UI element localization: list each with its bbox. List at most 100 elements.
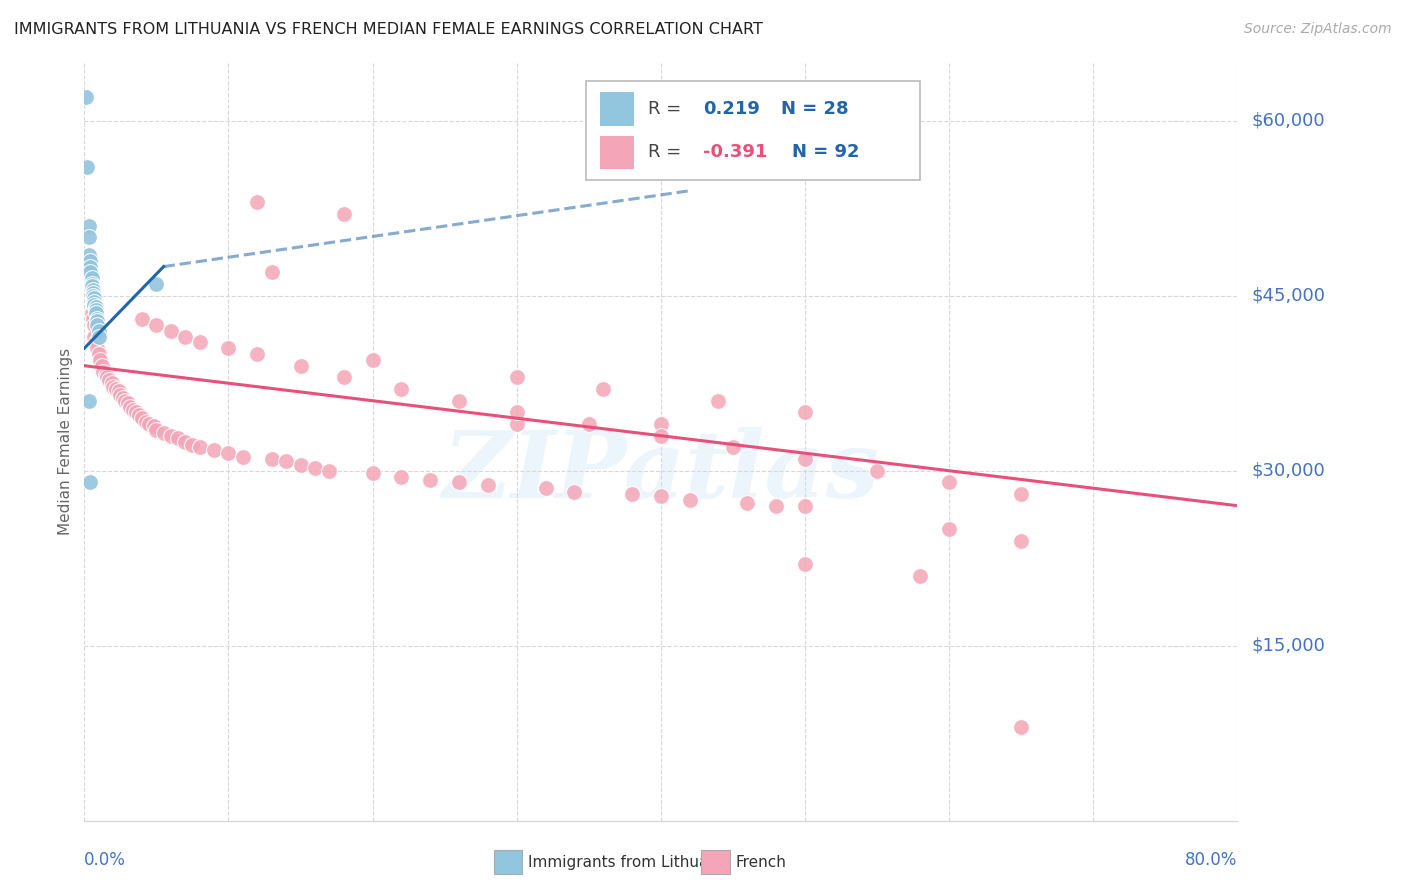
Point <box>650 417 672 431</box>
Point <box>621 487 644 501</box>
Text: 80.0%: 80.0% <box>1185 851 1237 869</box>
Point <box>82 283 104 297</box>
Point <box>477 477 499 491</box>
Point <box>80 279 103 293</box>
Point <box>679 492 702 507</box>
Point <box>650 428 672 442</box>
Point <box>506 405 529 419</box>
Point <box>96 370 118 384</box>
Point <box>794 405 817 419</box>
Point <box>1010 533 1032 548</box>
Point <box>506 370 529 384</box>
Point <box>160 428 183 442</box>
Point <box>79 475 101 490</box>
Text: R =: R = <box>648 100 688 118</box>
Point <box>145 277 167 291</box>
Point <box>174 434 197 449</box>
Point <box>87 347 110 361</box>
Point <box>80 306 103 320</box>
Point <box>592 382 614 396</box>
Point <box>75 90 97 104</box>
Text: Immigrants from Lithuania: Immigrants from Lithuania <box>529 855 733 870</box>
Bar <box>600 92 634 126</box>
Point <box>83 298 105 312</box>
Point <box>188 335 211 350</box>
Point <box>91 365 114 379</box>
Point <box>97 373 120 387</box>
Point <box>181 438 204 452</box>
Text: 0.219: 0.219 <box>703 100 761 118</box>
Point <box>361 466 384 480</box>
Point <box>105 382 128 396</box>
Point <box>77 393 100 408</box>
Text: $45,000: $45,000 <box>1251 286 1326 305</box>
Point <box>506 417 529 431</box>
Point <box>246 195 269 210</box>
Point <box>534 481 557 495</box>
Text: IMMIGRANTS FROM LITHUANIA VS FRENCH MEDIAN FEMALE EARNINGS CORRELATION CHART: IMMIGRANTS FROM LITHUANIA VS FRENCH MEDI… <box>14 22 763 37</box>
Point <box>333 370 356 384</box>
Point <box>1010 720 1032 734</box>
Point <box>333 207 356 221</box>
Point <box>1010 487 1032 501</box>
Point <box>84 306 107 320</box>
Point <box>114 393 136 408</box>
Point <box>145 318 167 332</box>
Point <box>391 382 413 396</box>
Point <box>866 464 889 478</box>
Point <box>84 302 107 317</box>
Point <box>86 341 108 355</box>
Point <box>290 359 312 373</box>
Point <box>391 469 413 483</box>
Point <box>76 161 98 175</box>
Point <box>449 475 471 490</box>
Point <box>218 341 240 355</box>
Text: R =: R = <box>648 144 688 161</box>
Point <box>218 446 240 460</box>
Point <box>120 400 142 414</box>
Point <box>361 352 384 367</box>
Text: $60,000: $60,000 <box>1251 112 1324 129</box>
Text: Source: ZipAtlas.com: Source: ZipAtlas.com <box>1244 22 1392 37</box>
Point <box>77 219 100 233</box>
Point <box>84 335 107 350</box>
Point <box>122 403 145 417</box>
Point <box>167 431 190 445</box>
Point <box>79 253 101 268</box>
Point <box>82 289 104 303</box>
Point <box>86 314 108 328</box>
Point <box>246 347 269 361</box>
Point <box>578 417 600 431</box>
Point <box>188 441 211 455</box>
Text: $30,000: $30,000 <box>1251 462 1324 480</box>
Point <box>100 376 122 391</box>
Point <box>290 458 312 472</box>
Point <box>318 464 340 478</box>
Text: French: French <box>735 855 786 870</box>
Point <box>765 499 787 513</box>
Point <box>449 393 471 408</box>
Point <box>304 461 326 475</box>
Point <box>202 442 225 457</box>
Point <box>83 294 105 309</box>
Text: 0.0%: 0.0% <box>84 851 127 869</box>
Point <box>86 318 108 332</box>
Point <box>564 484 586 499</box>
Point <box>794 557 817 571</box>
Point <box>86 312 108 326</box>
Point <box>82 286 104 301</box>
Text: $15,000: $15,000 <box>1251 637 1324 655</box>
Point <box>79 265 101 279</box>
Bar <box>702 850 730 874</box>
Point <box>83 291 105 305</box>
Point <box>794 452 817 467</box>
Bar <box>600 136 634 169</box>
Point <box>142 419 165 434</box>
Point <box>82 312 104 326</box>
Point <box>938 522 960 536</box>
Point <box>707 393 730 408</box>
Point <box>77 230 100 244</box>
Point <box>80 271 103 285</box>
Point <box>650 489 672 503</box>
Point <box>87 329 110 343</box>
